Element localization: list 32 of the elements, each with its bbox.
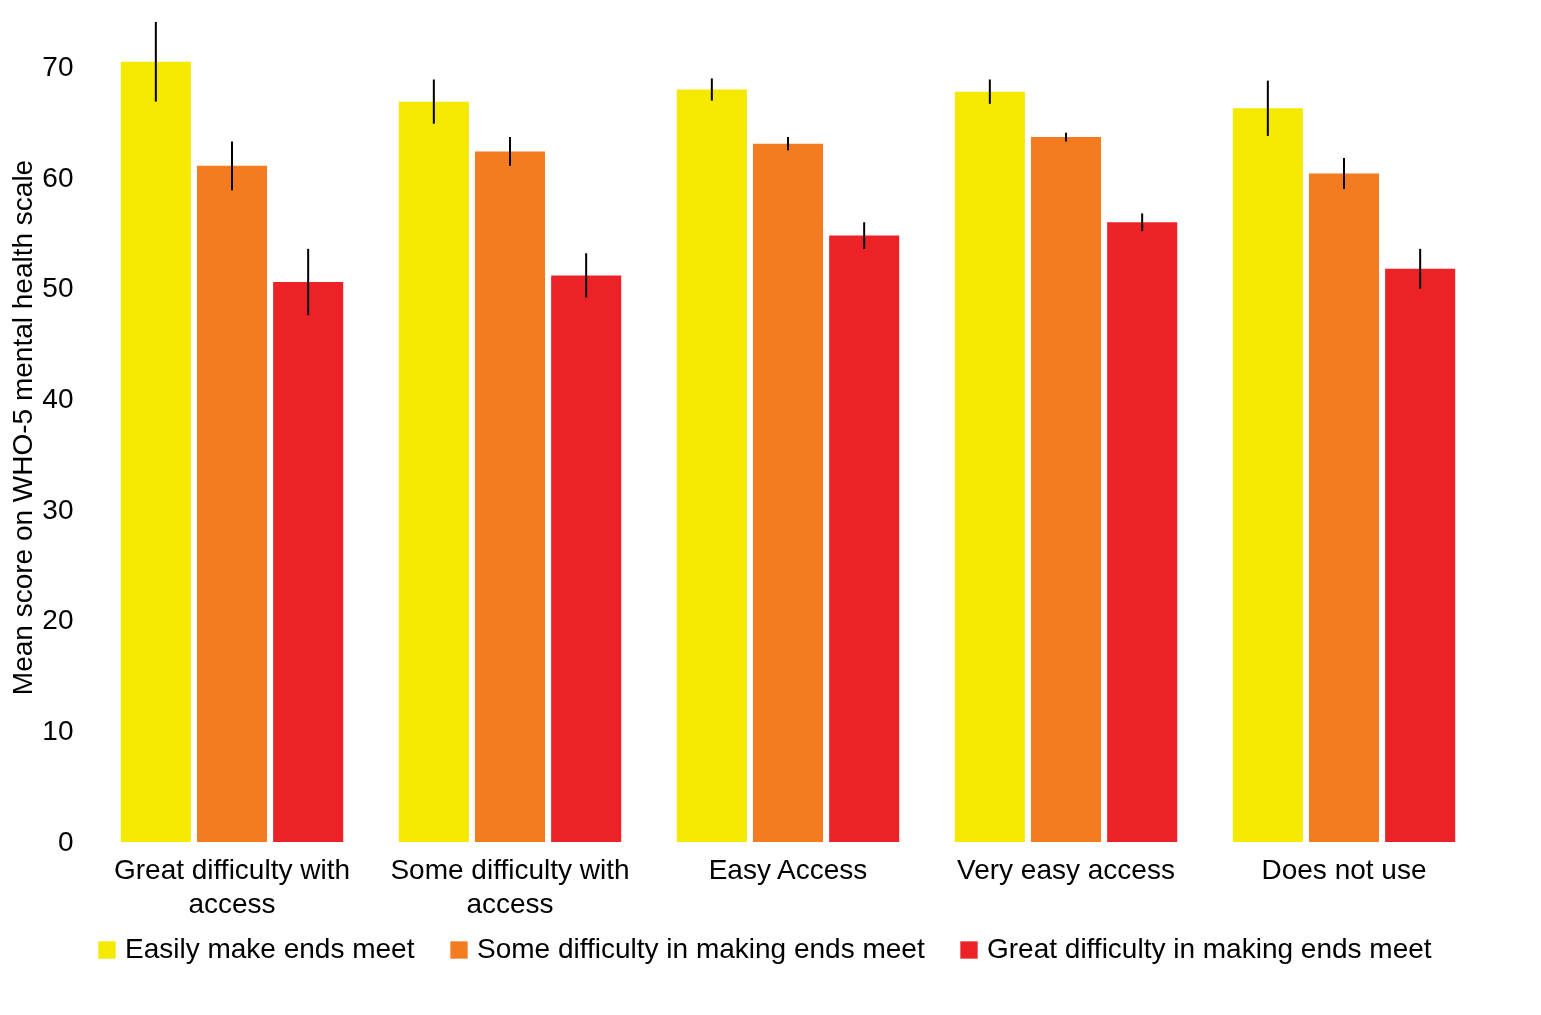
legend-label: Some difficulty in making ends meet (477, 933, 925, 964)
y-tick-label: 10 (42, 714, 74, 746)
bar (676, 89, 747, 842)
bar (1107, 222, 1178, 842)
bar (551, 275, 622, 842)
legend-label: Great difficulty in making ends meet (987, 933, 1432, 964)
y-axis-title: Mean score on WHO-5 mental health scale (7, 159, 39, 696)
x-tick-label: Great difficulty with access (113, 853, 351, 919)
bar (196, 165, 268, 842)
bar (1030, 137, 1102, 842)
y-tick-label: 70 (42, 50, 74, 82)
x-tick-label: Very easy access (957, 853, 1175, 885)
legend-label: Easily make ends meet (125, 933, 415, 964)
bar (752, 143, 824, 842)
x-tick-label: Some difficulty with access (390, 853, 630, 919)
y-tick-label: 20 (42, 604, 74, 636)
bar (120, 61, 191, 842)
bar (1308, 173, 1380, 842)
y-tick-label: 0 (57, 825, 74, 857)
bar (1385, 268, 1456, 842)
bar (474, 151, 546, 842)
bar (273, 282, 344, 842)
x-tick-label: Easy Access (708, 853, 868, 885)
bar (398, 101, 469, 842)
y-tick-label: 50 (42, 272, 74, 304)
bar (1232, 108, 1303, 842)
bar (954, 91, 1025, 842)
y-tick-label: 40 (42, 382, 74, 414)
y-tick-label: 60 (42, 161, 74, 193)
x-tick-label: Does not use (1261, 853, 1427, 885)
bar (829, 235, 900, 842)
y-tick-label: 30 (42, 493, 74, 525)
